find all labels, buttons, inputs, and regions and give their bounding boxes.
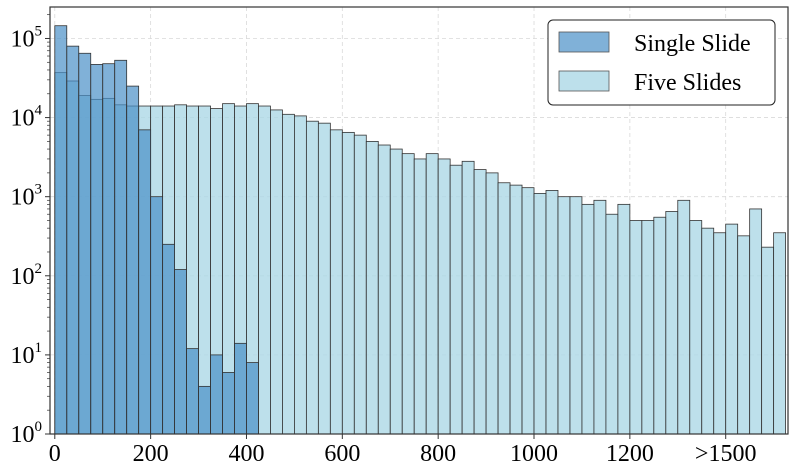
five-slides-bar-39 <box>521 187 535 435</box>
five-slides-bar-40 <box>533 193 547 435</box>
five-slides-bar-57 <box>737 235 751 435</box>
five-slides-bar-49 <box>641 220 655 435</box>
five-slides-bar-25 <box>353 134 367 435</box>
five-slides-bar-32 <box>437 158 451 435</box>
legend-swatch-single-slide <box>558 31 610 53</box>
five-slides-bar-42 <box>557 196 571 435</box>
five-slides-bar-27 <box>377 144 391 435</box>
y-tick-label-5: 105 <box>11 23 43 52</box>
single-slide-bar-2 <box>78 52 92 435</box>
five-slides-bar-20 <box>294 115 307 435</box>
five-slides-bar-37 <box>497 182 511 435</box>
single-slide-bar-0 <box>54 25 68 435</box>
five-slides-bar-51 <box>665 211 679 435</box>
five-slides-bar-54 <box>701 227 715 435</box>
legend-label-five-slides: Five Slides <box>634 70 741 96</box>
five-slides-bar-46 <box>605 213 619 435</box>
five-slides-bar-52 <box>677 199 691 435</box>
five-slides-bar-53 <box>689 220 703 435</box>
five-slides-bar-50 <box>653 216 667 435</box>
five-slides-bar-35 <box>473 169 487 435</box>
single-slide-bar-13 <box>210 354 223 435</box>
single-slide-bar-11 <box>186 348 199 435</box>
legend-label-single-slide: Single Slide <box>634 31 751 57</box>
y-tick-label-0: 100 <box>11 419 43 448</box>
five-slides-bar-22 <box>317 122 331 435</box>
legend-swatch-five-slides <box>558 70 610 92</box>
five-slides-bar-31 <box>425 153 439 435</box>
five-slides-bar-60 <box>773 232 787 435</box>
x-axis-ticks: 0 200 400 600 800 1000 1200 >1500 <box>49 434 757 467</box>
five-slides-bar-44 <box>581 203 595 435</box>
single-slide-bar-6 <box>126 85 140 435</box>
five-slides-bar-17 <box>258 105 271 435</box>
x-tick-label-5: 1000 <box>510 441 558 467</box>
five-slides-bar-24 <box>341 131 355 435</box>
five-slides-bar-43 <box>569 196 583 435</box>
five-slides-bar-56 <box>725 223 739 435</box>
x-tick-label-4: 800 <box>420 441 456 467</box>
five-slides-bar-19 <box>282 113 295 435</box>
single-slide-bar-5 <box>114 59 128 435</box>
single-slide-bar-7 <box>138 129 152 435</box>
single-slide-bar-1 <box>66 45 80 435</box>
five-slides-bar-59 <box>761 246 775 435</box>
five-slides-bar-45 <box>593 199 607 435</box>
single-slide-bar-9 <box>162 243 175 435</box>
legend: Single Slide Five Slides <box>547 19 776 106</box>
x-tick-label-6: 1200 <box>606 441 654 467</box>
five-slides-bar-29 <box>401 153 415 435</box>
x-tick-label-3: 600 <box>324 441 360 467</box>
y-axis-ticks: 100 101 102 103 104 105 <box>11 14 50 448</box>
x-tick-label-1: 200 <box>133 441 169 467</box>
five-slides-bar-48 <box>629 220 643 435</box>
five-slides-bar-36 <box>485 172 499 435</box>
single-slide-bar-12 <box>198 385 211 435</box>
single-slide-bar-10 <box>174 269 187 435</box>
y-tick-label-3: 103 <box>11 182 43 211</box>
five-slides-bar-38 <box>509 184 523 435</box>
single-slide-bar-15 <box>234 342 247 435</box>
x-tick-label-0: 0 <box>49 441 61 467</box>
five-slides-bar-58 <box>749 208 763 435</box>
x-tick-label-7: >1500 <box>695 441 757 467</box>
single-slide-bar-16 <box>246 362 259 435</box>
single-slide-bar-4 <box>102 63 116 435</box>
single-slide-bar-14 <box>222 372 235 435</box>
y-tick-label-4: 104 <box>11 103 43 132</box>
x-tick-label-2: 400 <box>228 441 264 467</box>
five-slides-bar-41 <box>545 190 559 435</box>
five-slides-bar-21 <box>305 120 319 435</box>
five-slides-bar-47 <box>617 203 631 435</box>
five-slides-bar-12 <box>198 105 211 435</box>
five-slides-bar-30 <box>413 158 427 435</box>
five-slides-bar-33 <box>449 164 463 435</box>
five-slides-bar-28 <box>389 148 403 435</box>
single-slide-bar-3 <box>90 64 104 435</box>
five-slides-bar-55 <box>713 232 727 435</box>
y-tick-label-1: 101 <box>11 340 43 369</box>
five-slides-bar-23 <box>329 129 343 435</box>
five-slides-bar-34 <box>461 160 475 435</box>
y-tick-label-2: 102 <box>11 261 43 290</box>
single-slide-bars <box>54 25 259 435</box>
five-slides-bar-18 <box>270 109 283 435</box>
five-slides-bar-26 <box>365 140 379 435</box>
single-slide-bar-8 <box>150 196 164 435</box>
